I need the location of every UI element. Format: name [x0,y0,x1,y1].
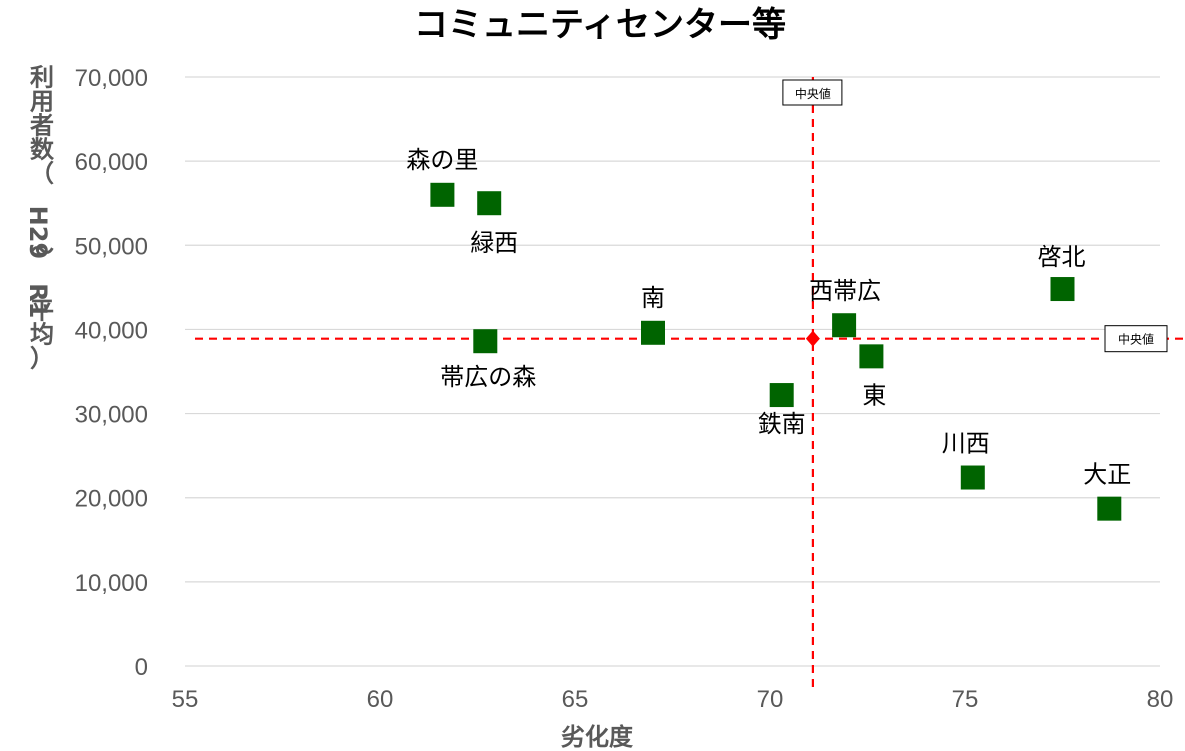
y-axis-label-char: 者 [30,112,54,140]
data-point [641,320,665,345]
y-tick-label: 10,000 [75,570,148,597]
point-label: 東 [862,381,886,409]
x-tick-label: 65 [562,686,589,713]
x-axis-ticks: 55 60 65 70 75 80 [172,686,1174,713]
median-marker [805,330,820,347]
gridlines [185,76,1160,667]
y-axis-label-char: 9 [24,242,52,259]
x-tick-label: 80 [1147,686,1174,713]
median-box-y [1104,325,1168,353]
point-label: 森の里 [406,146,478,174]
y-axis-label-char: 均 [30,320,54,348]
point-label: 緑西 [470,229,518,257]
x-tick-label: 60 [367,686,394,713]
point-label: 川西 [942,430,990,458]
y-axis-label-char: （ [30,160,54,188]
data-point [769,383,794,408]
x-tick-label: 70 [757,686,784,713]
data-point [430,182,455,207]
y-axis-label-char: 用 [30,88,54,116]
y-axis-label-char: R [24,283,52,301]
y-axis-label-char: 平 [30,296,54,324]
y-axis-label-char: 数 [30,136,55,164]
y-axis-label-char: 2 [24,226,52,243]
data-points [430,182,1122,521]
median-label-x: 中央値 [795,86,831,101]
y-tick-label: 20,000 [75,486,148,513]
y-axis-label-char: ） [30,344,54,372]
point-label: 大正 [1083,461,1131,489]
y-axis-label-char: 1 [24,302,52,319]
point-label: 鉄南 [758,410,806,438]
y-tick-label: 70,000 [75,65,148,92]
point-label: 啓北 [1038,243,1086,271]
y-tick-label: 40,000 [75,317,148,344]
x-tick-label: 75 [952,686,979,713]
x-tick-label: 55 [172,686,199,713]
data-point [1050,277,1075,302]
x-axis-label: 劣化度 [561,723,634,751]
point-label: 南 [641,284,665,312]
point-label: 西帯広 [809,277,881,305]
data-point [473,329,498,354]
data-point [1097,496,1122,521]
chart-title: コミュニティセンター等 [414,5,786,45]
y-tick-label: 0 [135,654,148,681]
y-axis-label-char: H [24,206,52,226]
y-axis-ticks: 0 10,000 20,000 30,000 40,000 50,000 60,000 70,… [75,65,148,681]
data-point [960,465,985,490]
y-axis-label-char: 利 [30,64,54,92]
data-point [859,344,884,369]
median-label-y: 中央値 [1118,332,1154,347]
y-tick-label: 30,000 [75,402,148,429]
y-axis-label: 利用者数（ H29〜 R1平均） [24,64,55,373]
y-tick-label: 50,000 [75,233,148,260]
median-box-x [782,79,843,106]
point-label: 帯広の森 [440,363,536,391]
data-point [832,313,857,338]
y-tick-label: 60,000 [75,149,148,176]
data-point [477,191,502,216]
y-axis-label-char: 〜 [30,237,54,265]
